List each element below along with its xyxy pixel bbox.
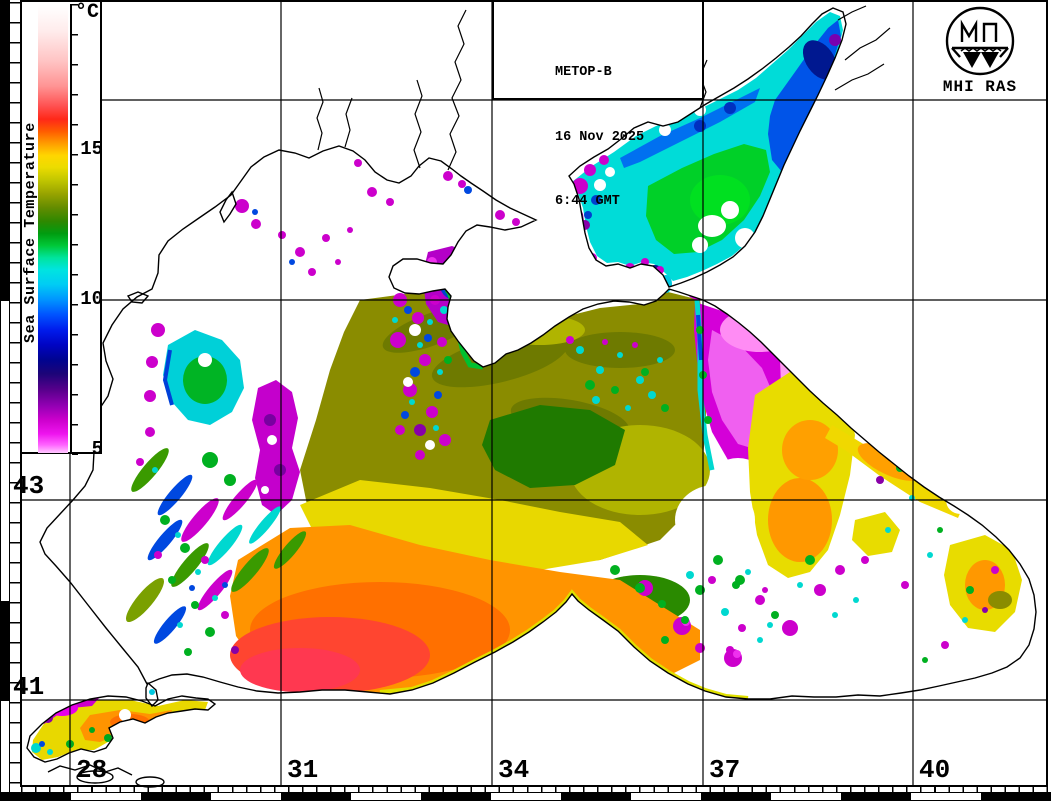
blue-speckles [189,186,472,591]
coastlines [26,7,1037,788]
map-frame [20,0,1048,787]
acquisition-date: 16 Nov 2025 [555,129,645,145]
lon-label-34: 34 [498,755,530,785]
colorbar-gradient [38,5,68,453]
field-front-streaks [125,448,307,644]
lon-label-31: 31 [287,755,319,785]
mhi-ras-logo: MHI RAS [928,4,1032,98]
colorbar-tick-marks [72,4,78,455]
satellite-name: METOP-B [555,65,612,80]
colorbar: Sea Surface Temperature [20,0,102,455]
lon-label-37: 37 [709,755,741,785]
tick-strip-bottom [21,787,1048,792]
lon-label-28: 28 [76,755,108,785]
field-nw-shelf [162,246,488,515]
colorbar-tick-label-5: 5 [91,438,103,460]
unit-label: °C [75,1,100,24]
tick-strip-left [9,2,20,786]
colorbar-tick-label-15: 15 [80,138,103,160]
lon-label-40: 40 [919,755,951,785]
border-ruler-bottom [0,792,1051,801]
colorbar-tick-label-10: 10 [80,288,103,310]
annotation-text: METOP-B 16 Nov 2025 6:44 GMT [555,19,644,256]
colorbar-axis [70,4,72,454]
logo-text: MHI RAS [942,78,1018,96]
logo-emblem [945,6,1015,76]
field-west-basin [230,292,749,702]
lat-label-41: 41 [13,672,45,702]
colorbar-title: Sea Surface Temperature [22,122,39,344]
border-ruler-left [0,0,10,794]
lat-label-43: 43 [13,471,45,501]
annotation-box: METOP-B 16 Nov 2025 6:44 GMT [492,0,704,209]
acquisition-time: 6:44 GMT [555,194,620,209]
